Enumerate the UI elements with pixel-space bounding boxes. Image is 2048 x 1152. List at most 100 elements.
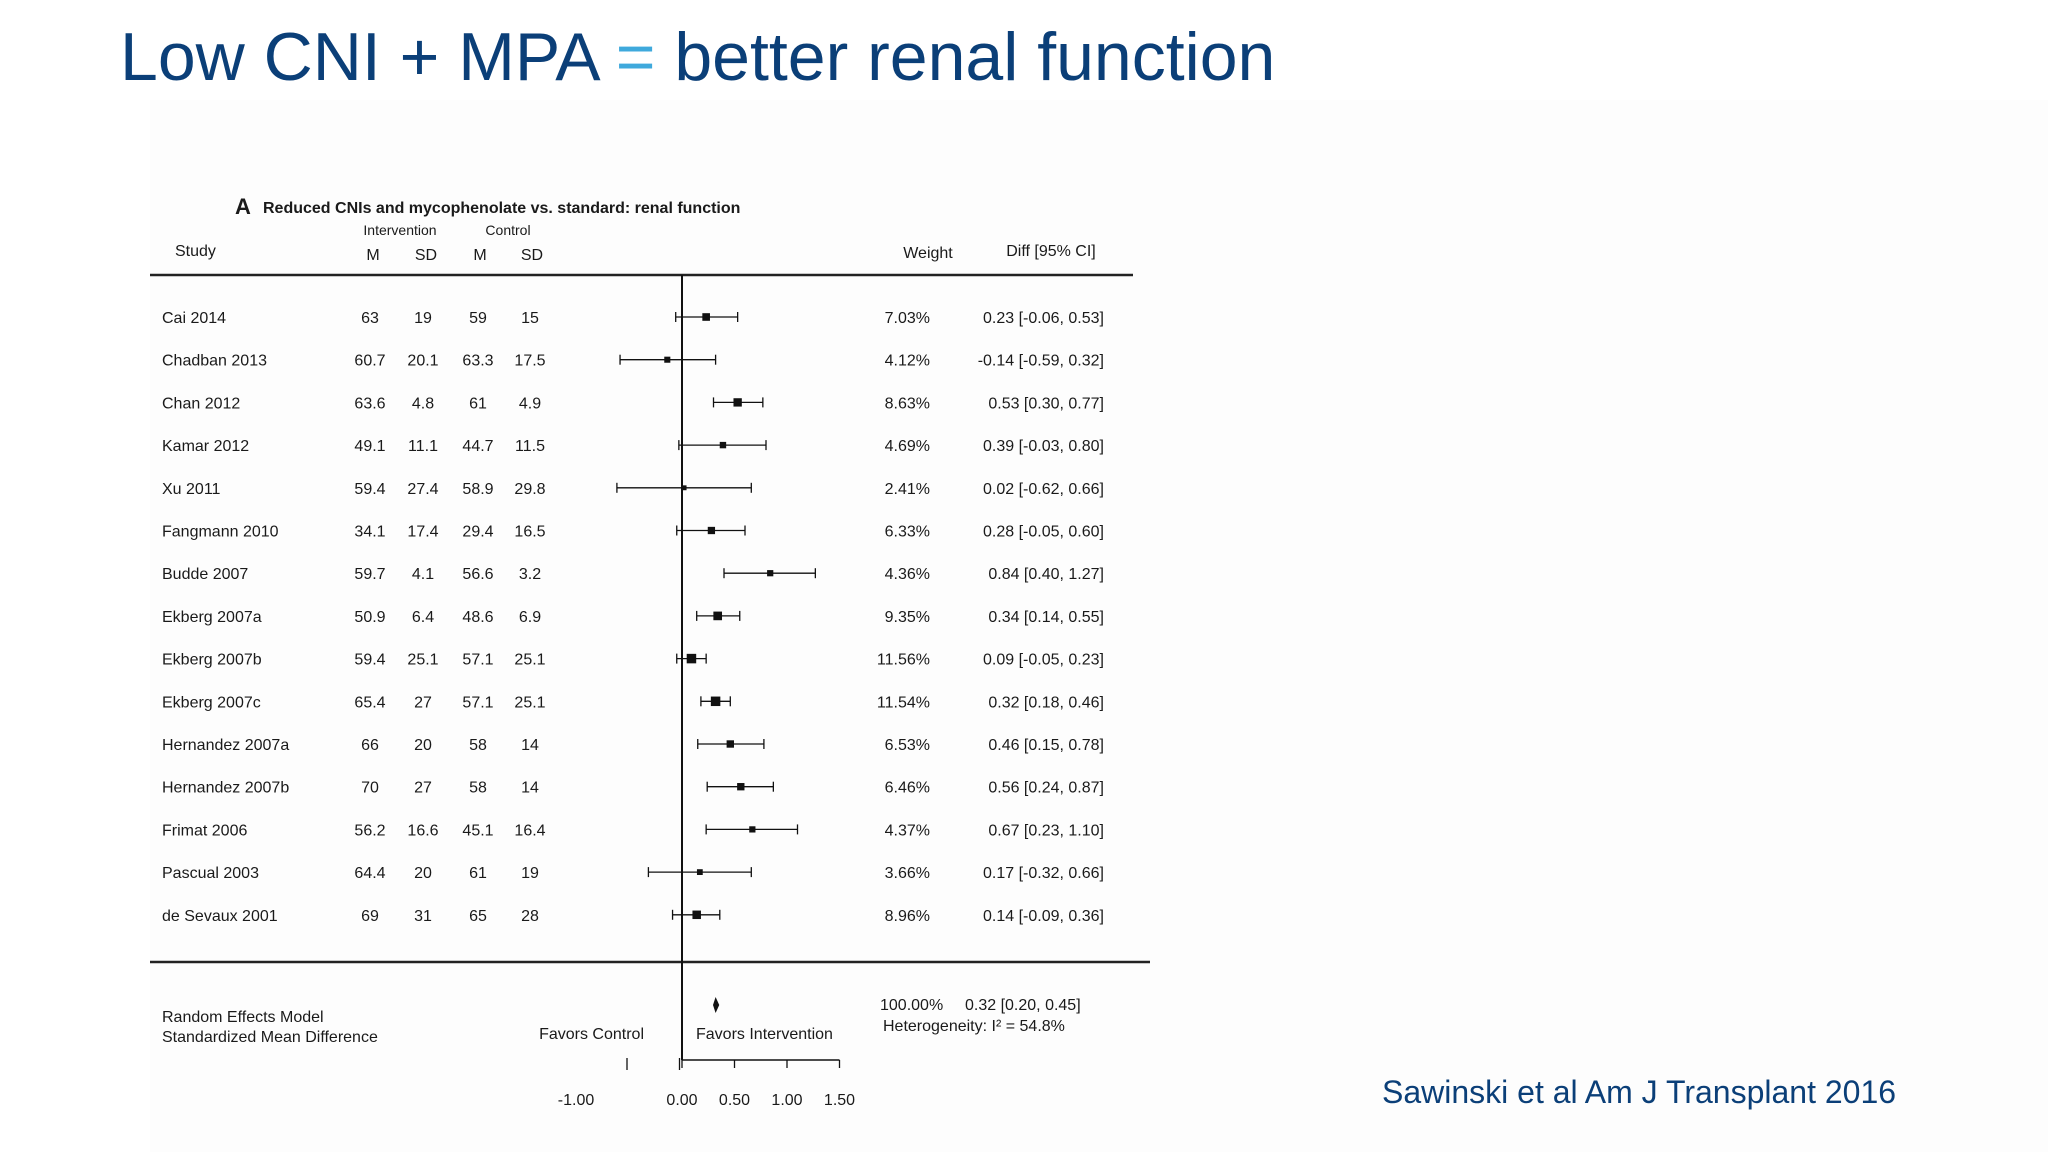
control-mean: 45.1 <box>462 822 493 839</box>
control-sd: 29.8 <box>514 481 545 498</box>
heterogeneity-text: Heterogeneity: I² = 54.8% <box>883 1018 1065 1035</box>
study-weight: 4.37% <box>885 822 930 839</box>
control-mean: 58 <box>469 737 487 754</box>
table-row: Ekberg 2007b 59.4 25.1 57.1 25.1 11.56% 0.09 [… <box>162 652 1104 669</box>
study-rows: Cai 2014 63 19 59 15 7.03% 0.23 [-0.06, 0.53]C… <box>162 310 1104 925</box>
study-weight: 6.53% <box>885 737 930 754</box>
intervention-mean: 59.4 <box>354 481 385 498</box>
control-sd: 16.5 <box>514 524 545 541</box>
point-estimate <box>749 826 756 833</box>
group-control-label: Control <box>485 222 530 238</box>
citation: Sawinski et al Am J Transplant 2016 <box>1382 1074 1897 1110</box>
col-header-int-m: M <box>366 247 379 264</box>
intervention-sd: 20 <box>414 737 432 754</box>
intervention-sd: 4.1 <box>412 566 434 583</box>
title-part1: Low CNI + MPA <box>120 19 597 95</box>
panel-letter: A <box>235 194 251 219</box>
point-estimate <box>719 441 727 449</box>
control-mean: 44.7 <box>462 438 493 455</box>
intervention-mean: 59.4 <box>354 652 385 669</box>
col-header-int-sd: SD <box>415 247 437 264</box>
study-ci-text: 0.84 [0.40, 1.27] <box>988 566 1104 583</box>
summary-ci-text: 0.32 [0.20, 0.45] <box>965 997 1081 1014</box>
control-sd: 3.2 <box>519 566 541 583</box>
table-row: Hernandez 2007a 66 20 58 14 6.53% 0.46 [0.15, … <box>162 737 1104 754</box>
control-mean: 59 <box>469 310 487 327</box>
study-ci-text: 0.53 [0.30, 0.77] <box>988 395 1104 412</box>
study-weight: 3.66% <box>885 865 930 882</box>
control-sd: 16.4 <box>514 822 545 839</box>
intervention-mean: 60.7 <box>354 353 385 370</box>
study-ci-text: 0.32 [0.18, 0.46] <box>988 694 1104 711</box>
study-ci-text: 0.67 [0.23, 1.10] <box>988 822 1104 839</box>
group-intervention-label: Intervention <box>363 222 436 238</box>
study-ci-text: 0.23 [-0.06, 0.53] <box>983 310 1104 327</box>
control-mean: 29.4 <box>462 524 493 541</box>
intervention-sd: 25.1 <box>407 652 438 669</box>
x-tick-label: -1.00 <box>558 1092 595 1109</box>
study-ci-text: -0.14 [-0.59, 0.32] <box>978 353 1104 370</box>
panel-title: Reduced CNIs and mycophenolate vs. stand… <box>263 200 740 217</box>
study-name: Xu 2011 <box>162 481 221 498</box>
study-ci-text: 0.39 [-0.03, 0.80] <box>983 438 1104 455</box>
intervention-mean: 56.2 <box>354 822 385 839</box>
control-sd: 14 <box>521 737 539 754</box>
table-row: Chan 2012 63.6 4.8 61 4.9 8.63% 0.53 [0.30, 0.… <box>162 395 1104 412</box>
study-ci-text: 0.02 [-0.62, 0.66] <box>983 481 1104 498</box>
point-estimate <box>726 740 734 748</box>
point-estimate <box>692 910 701 920</box>
point-estimate <box>702 313 710 321</box>
study-name: Kamar 2012 <box>162 438 249 455</box>
control-sd: 15 <box>521 310 539 327</box>
table-row: Hernandez 2007b 70 27 58 14 6.46% 0.56 [0.24, … <box>162 780 1104 797</box>
study-ci-text: 0.28 [-0.05, 0.60] <box>983 524 1104 541</box>
col-header-diff: Diff [95% CI] <box>1006 243 1096 260</box>
control-sd: 17.5 <box>514 353 545 370</box>
control-mean: 58.9 <box>462 481 493 498</box>
summary-model-label: Random Effects Model <box>162 1009 324 1026</box>
intervention-mean: 63.6 <box>354 395 385 412</box>
study-weight: 6.33% <box>885 524 930 541</box>
intervention-sd: 6.4 <box>412 609 434 626</box>
intervention-mean: 59.7 <box>354 566 385 583</box>
study-name: Ekberg 2007a <box>162 609 262 626</box>
col-header-study: Study <box>175 243 216 260</box>
study-name: de Sevaux 2001 <box>162 908 278 925</box>
control-mean: 61 <box>469 395 487 412</box>
intervention-sd: 27 <box>414 780 432 797</box>
intervention-mean: 65.4 <box>354 694 385 711</box>
control-mean: 56.6 <box>462 566 493 583</box>
x-tick-label: 0.50 <box>719 1092 750 1109</box>
control-mean: 48.6 <box>462 609 493 626</box>
intervention-sd: 20 <box>414 865 432 882</box>
table-row: Cai 2014 63 19 59 15 7.03% 0.23 [-0.06, 0.53] <box>162 310 1104 327</box>
study-name: Pascual 2003 <box>162 865 259 882</box>
study-name: Hernandez 2007b <box>162 780 289 797</box>
table-row: Ekberg 2007a 50.9 6.4 48.6 6.9 9.35% 0.34 [0.1… <box>162 609 1104 626</box>
table-row: Chadban 2013 60.7 20.1 63.3 17.5 4.12% -0.14 [… <box>162 353 1104 370</box>
table-row: Budde 2007 59.7 4.1 56.6 3.2 4.36% 0.84 [0.40,… <box>162 566 1104 583</box>
study-weight: 11.54% <box>877 694 930 711</box>
control-sd: 14 <box>521 780 539 797</box>
intervention-sd: 4.8 <box>412 395 434 412</box>
control-mean: 57.1 <box>462 694 493 711</box>
intervention-mean: 34.1 <box>354 524 385 541</box>
col-header-ctl-m: M <box>473 247 486 264</box>
title-part2: better renal function <box>674 19 1276 95</box>
point-estimate <box>713 611 723 621</box>
study-ci-text: 0.56 [0.24, 0.87] <box>988 780 1104 797</box>
study-ci-text: 0.34 [0.14, 0.55] <box>988 609 1104 626</box>
study-name: Frimat 2006 <box>162 822 247 839</box>
point-estimate <box>686 653 697 664</box>
study-weight: 6.46% <box>885 780 930 797</box>
intervention-sd: 27.4 <box>407 481 438 498</box>
study-name: Budde 2007 <box>162 566 248 583</box>
x-tick-label: 1.00 <box>771 1092 802 1109</box>
intervention-mean: 70 <box>361 780 379 797</box>
table-row: Fangmann 2010 34.1 17.4 29.4 16.5 6.33% 0.28 [… <box>162 524 1104 541</box>
control-sd: 4.9 <box>519 395 541 412</box>
study-weight: 4.69% <box>885 438 930 455</box>
table-row: de Sevaux 2001 69 31 65 28 8.96% 0.14 [-0.09, … <box>162 908 1104 925</box>
table-row: Ekberg 2007c 65.4 27 57.1 25.1 11.54% 0.32 [0.… <box>162 694 1104 711</box>
study-name: Cai 2014 <box>162 310 226 327</box>
